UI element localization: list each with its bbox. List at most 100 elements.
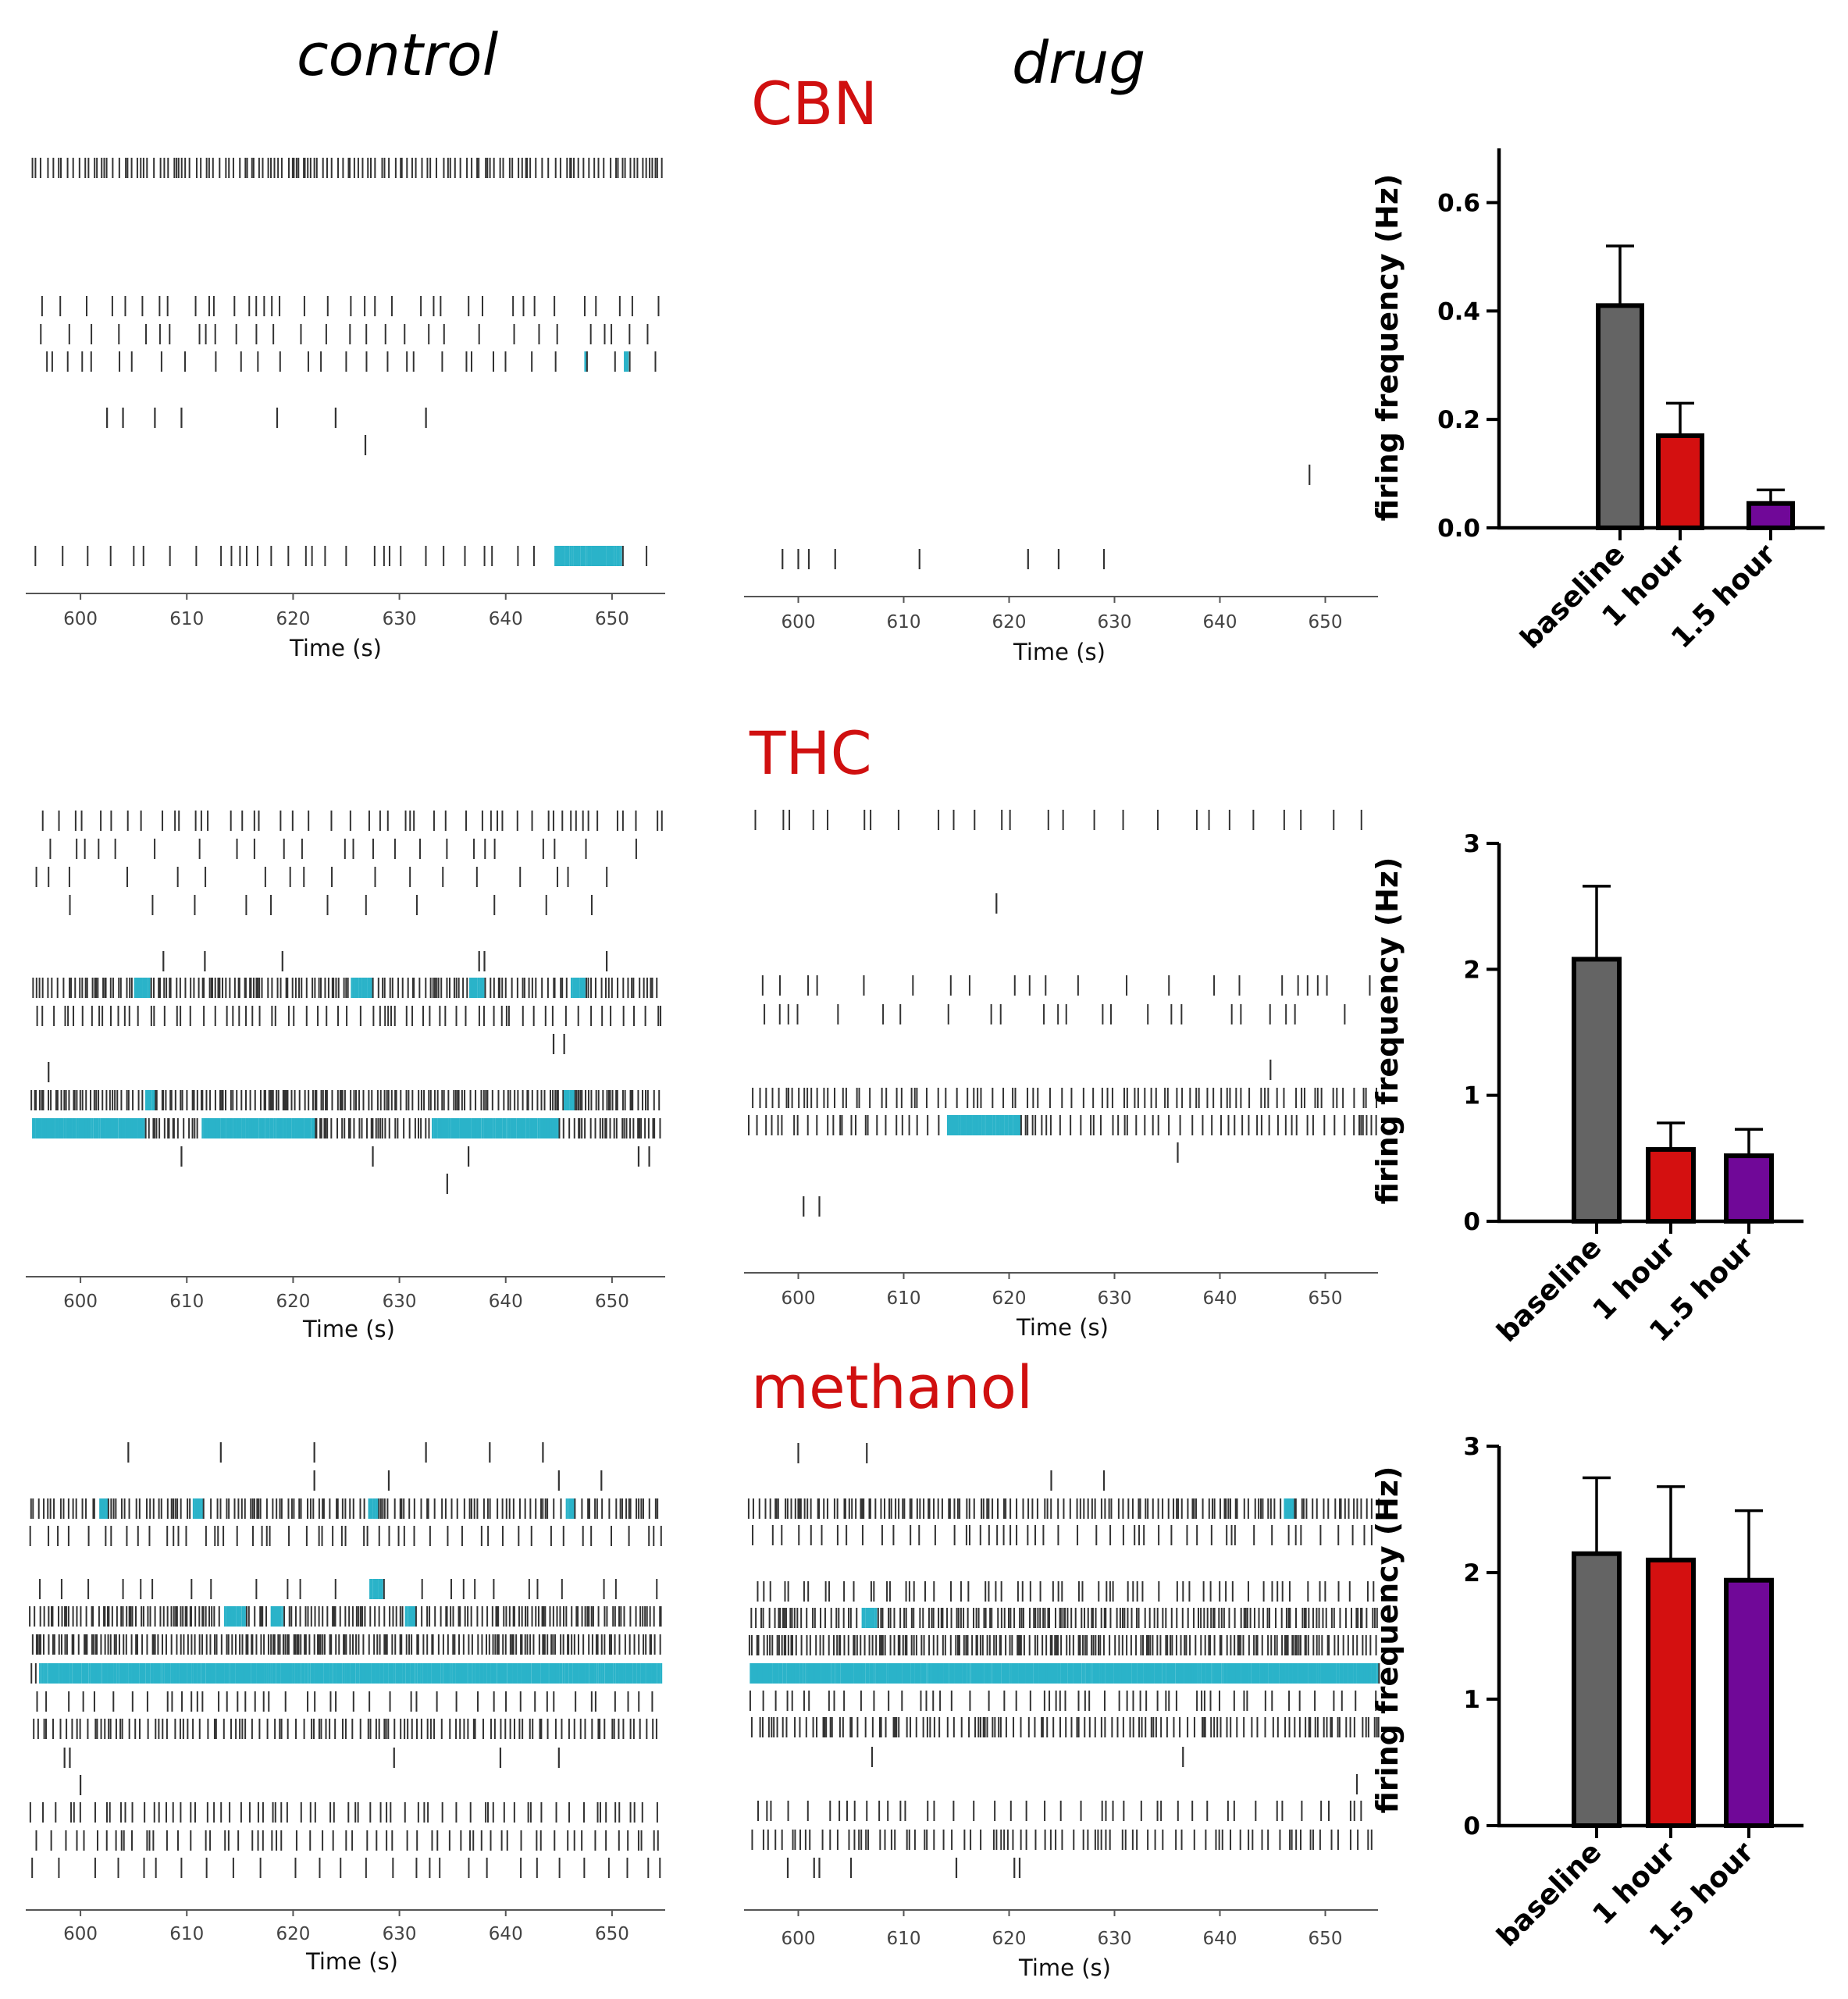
spike-train	[757, 1581, 1375, 1602]
spike-train	[782, 549, 1106, 569]
x-tick-label: baseline	[1491, 1231, 1608, 1349]
bar	[1747, 501, 1795, 530]
x-tick-label: 640	[489, 1292, 523, 1312]
drug-label-cbn: CBN	[751, 69, 878, 138]
spike-train	[803, 1196, 821, 1217]
spike-train	[29, 1802, 658, 1823]
spike-train	[41, 296, 660, 316]
x-tick-label: 650	[1309, 1929, 1343, 1949]
spike-train	[747, 1498, 1380, 1519]
x-tick-label: 610	[887, 1288, 921, 1309]
x-axis-title: Time (s)	[1018, 1954, 1111, 1981]
x-tick-label: baseline	[1491, 1836, 1608, 1953]
y-tick-label: 0.2	[1437, 406, 1480, 434]
bar	[1724, 1577, 1774, 1828]
y-tick-label: 2	[1463, 1559, 1480, 1587]
spike-train	[752, 1525, 1373, 1545]
x-tick-label: 610	[169, 1292, 204, 1312]
spike-train	[31, 1634, 661, 1655]
x-tick-label: 610	[887, 612, 921, 632]
x-tick-label: 640	[1203, 612, 1237, 632]
spike-train	[871, 1747, 1184, 1767]
x-axis-title: Time (s)	[289, 635, 382, 661]
spike-train	[313, 1470, 603, 1491]
spike-train	[41, 811, 663, 831]
spike-train	[29, 1526, 662, 1546]
x-tick-label: 650	[595, 1924, 629, 1944]
raster-plot-4: 600 610 620 630 640 650 Time (s)	[744, 810, 1378, 1341]
x-tick-label: 610	[169, 1924, 204, 1944]
spike-train	[39, 1579, 658, 1599]
drug-header: drug	[1012, 30, 1146, 97]
spike-train	[757, 1801, 1362, 1821]
y-tick-label: 1	[1463, 1686, 1480, 1714]
spike-train	[106, 408, 427, 428]
spike-train	[764, 1004, 1346, 1024]
x-tick-label: 630	[1098, 612, 1132, 632]
spike-train	[754, 810, 1362, 830]
y-tick-label: 0	[1463, 1208, 1480, 1236]
spike-train	[36, 1691, 653, 1712]
spike-train	[34, 546, 648, 566]
x-tick-label: 640	[489, 609, 523, 629]
raster-plot-6: 600 610 620 630 640 650 Time (s)	[744, 1443, 1380, 1981]
spike-train	[748, 1115, 1377, 1135]
x-tick-label: 600	[782, 1288, 816, 1309]
x-tick-label: 620	[992, 1288, 1027, 1309]
x-tick-label: 640	[489, 1924, 523, 1944]
spike-train	[29, 1606, 662, 1627]
x-tick-label: 600	[63, 609, 98, 629]
x-tick-label: 610	[887, 1929, 921, 1949]
spike-train	[750, 1717, 1380, 1737]
spike-train	[35, 867, 608, 887]
y-tick-label: 0	[1463, 1812, 1480, 1840]
x-tick-label: 620	[992, 612, 1027, 632]
spike-train	[552, 1034, 565, 1054]
y-axis-title: firing frequency (Hz)	[1370, 174, 1405, 522]
spike-train	[750, 1663, 1380, 1684]
x-axis-title: Time (s)	[1016, 1314, 1109, 1341]
y-axis-title: firing frequency (Hz)	[1370, 857, 1405, 1205]
spike-train	[40, 324, 649, 344]
spike-train	[49, 839, 637, 859]
x-tick-label: 650	[1309, 612, 1343, 632]
spike-train	[30, 1498, 659, 1519]
y-tick-label: 3	[1463, 1433, 1480, 1461]
y-tick-label: 3	[1463, 830, 1480, 858]
x-tick-label: 620	[276, 1292, 310, 1312]
spike-train	[32, 978, 658, 998]
x-tick-label: 620	[276, 609, 310, 629]
x-tick-label: 620	[992, 1929, 1027, 1949]
x-tick-label: 620	[276, 1924, 310, 1944]
spike-train	[127, 1442, 544, 1463]
y-tick-label: 0.0	[1437, 515, 1480, 543]
x-tick-label: 630	[383, 1292, 417, 1312]
bar	[1724, 1153, 1774, 1224]
x-tick-label: 600	[63, 1292, 98, 1312]
x-tick-label: 600	[63, 1924, 98, 1944]
spike-train	[46, 351, 657, 372]
x-tick-label: 640	[1203, 1288, 1237, 1309]
spike-train	[752, 1088, 1377, 1108]
y-tick-label: 2	[1463, 956, 1480, 984]
spike-train	[31, 158, 663, 178]
x-tick-label: 640	[1203, 1929, 1237, 1949]
y-axis-title: firing frequency (Hz)	[1370, 1466, 1405, 1814]
spike-train	[33, 1719, 657, 1739]
x-tick-label: 630	[383, 609, 417, 629]
x-tick-label: 650	[1309, 1288, 1343, 1309]
drug-label-methanol: methanol	[751, 1352, 1034, 1422]
spike-train	[69, 895, 593, 915]
bar	[1656, 433, 1704, 531]
spike-train	[786, 1858, 1021, 1878]
spike-train	[1050, 1470, 1106, 1491]
spike-train	[30, 1090, 661, 1110]
spike-train	[749, 1691, 1377, 1711]
control-header: control	[297, 22, 499, 89]
y-tick-label: 0.4	[1437, 298, 1480, 326]
bar	[1646, 1147, 1696, 1224]
x-tick-label: 610	[169, 609, 204, 629]
